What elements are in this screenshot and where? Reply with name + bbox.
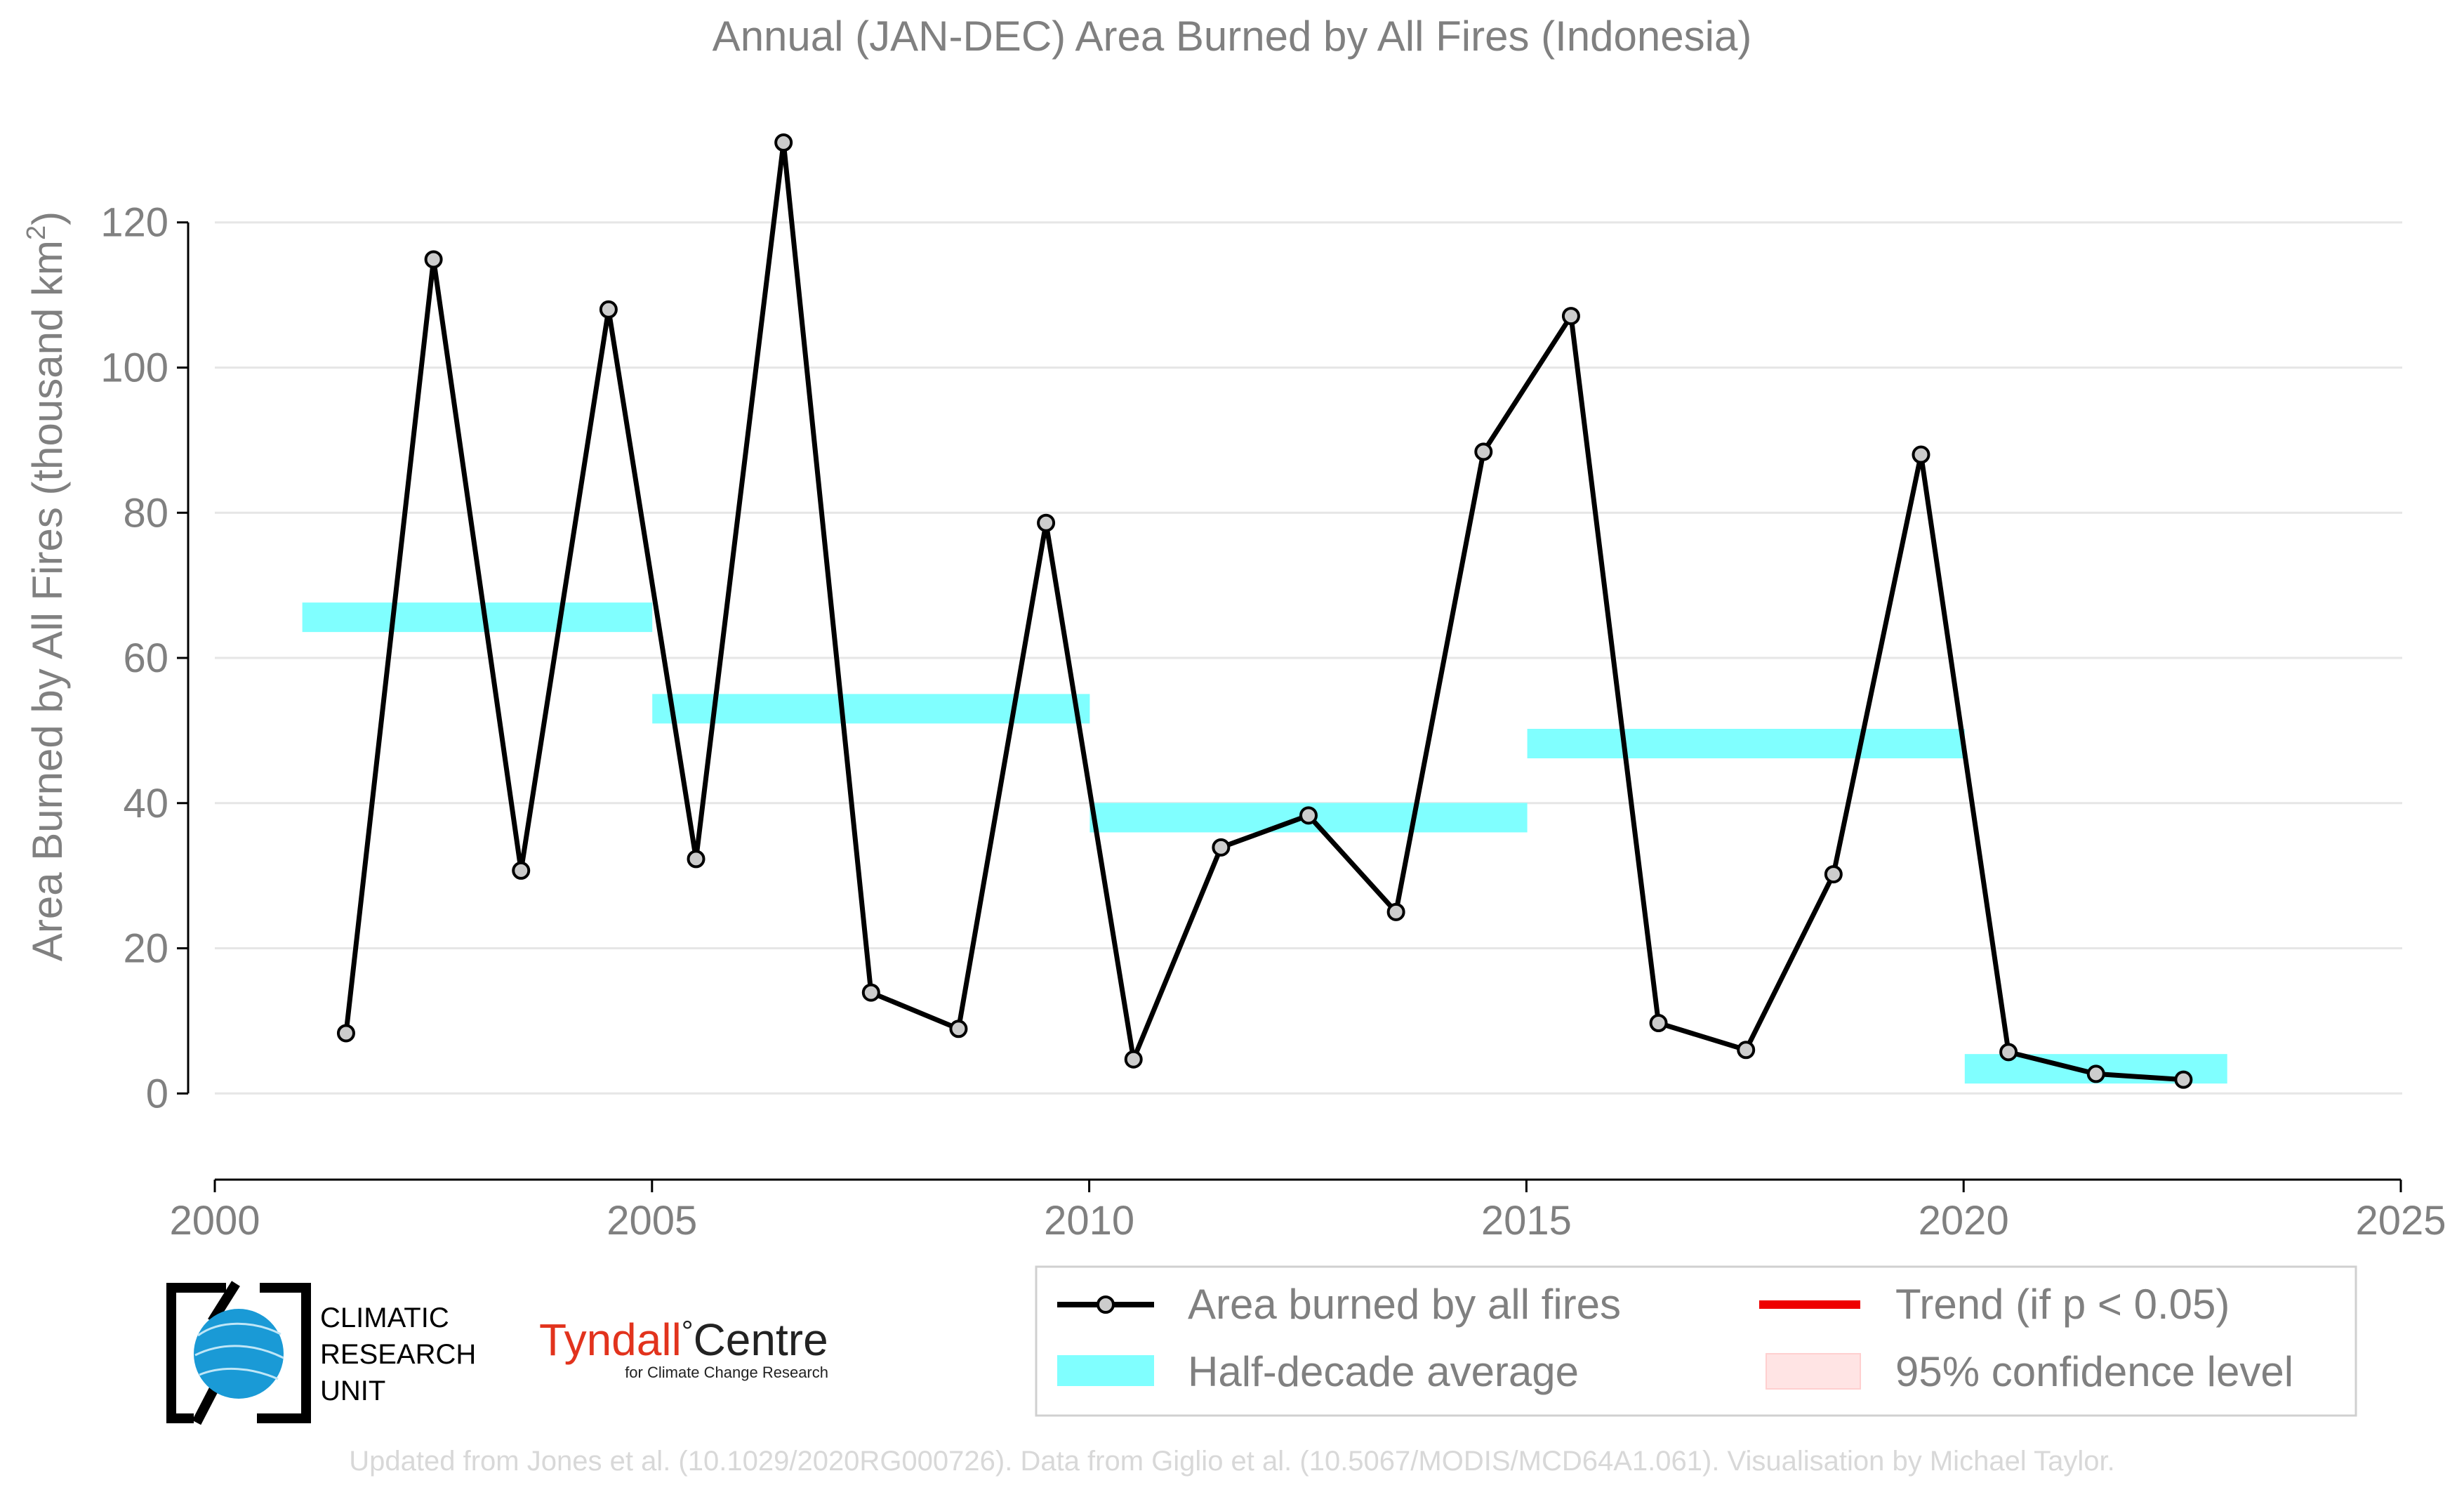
data-point bbox=[2086, 1064, 2105, 1083]
x-tick-label: 2010 bbox=[1044, 1198, 1134, 1244]
x-tick-label: 2015 bbox=[1481, 1198, 1572, 1244]
data-point bbox=[2174, 1070, 2193, 1089]
cru-logo-text-2: RESEARCH bbox=[320, 1339, 476, 1370]
cru-logo-text-1: CLIMATIC bbox=[320, 1303, 449, 1333]
legend-label-area-burned: Area burned by all fires bbox=[1188, 1281, 1621, 1328]
x-tick-label: 2020 bbox=[1919, 1198, 2009, 1244]
y-axis-label-close: ) bbox=[24, 211, 71, 225]
data-point bbox=[1737, 1041, 1756, 1060]
legend-label-half-decade: Half-decade average bbox=[1188, 1348, 1579, 1395]
data-point bbox=[424, 250, 443, 269]
globe-contour-1 bbox=[197, 1322, 281, 1337]
tyndall-logo-centre: Centre bbox=[694, 1314, 828, 1365]
half-decade-average-bars bbox=[302, 602, 2227, 1084]
data-point bbox=[1999, 1043, 2018, 1062]
series-area-burned bbox=[336, 133, 2193, 1089]
legend-swatch-confidence bbox=[1766, 1353, 1861, 1390]
data-point bbox=[1386, 902, 1405, 921]
legend: Area burned by all fires Trend (if p < 0… bbox=[1035, 1265, 2357, 1417]
globe-contour-2 bbox=[194, 1345, 284, 1359]
data-point bbox=[512, 861, 531, 880]
globe-contour-3 bbox=[199, 1368, 279, 1380]
data-point bbox=[599, 300, 618, 319]
data-point bbox=[1912, 445, 1930, 464]
cru-logo: CLIMATIC RESEARCH UNIT bbox=[166, 1281, 476, 1425]
cru-logo-bracket-left bbox=[166, 1283, 226, 1423]
y-tick-label: 120 bbox=[100, 200, 168, 246]
series-line bbox=[343, 140, 2184, 1083]
y-tick-label: 60 bbox=[123, 635, 168, 681]
cru-logo-text-3: UNIT bbox=[320, 1376, 385, 1406]
x-tick-label: 2005 bbox=[607, 1198, 697, 1244]
data-point bbox=[1561, 307, 1580, 326]
half-decade-bar bbox=[1527, 729, 1965, 759]
data-point bbox=[1124, 1050, 1143, 1069]
chart-title: Annual (JAN-DEC) Area Burned by All Fire… bbox=[713, 13, 1752, 60]
tyndall-logo-name: Tyndall bbox=[539, 1314, 682, 1365]
x-tick-label: 2000 bbox=[169, 1198, 260, 1244]
x-axis: 2000 2005 2010 2015 2020 2025 bbox=[169, 1178, 2446, 1244]
y-tick-label: 40 bbox=[123, 781, 168, 826]
y-tick-label: 0 bbox=[146, 1071, 168, 1116]
tyndall-logo-main: Tyndall°Centre bbox=[539, 1314, 828, 1365]
cru-logo-bracket-right bbox=[257, 1283, 311, 1423]
data-point bbox=[1824, 865, 1843, 884]
y-axis-label-main: Area Burned by All Fires (thousand km bbox=[24, 240, 71, 961]
y-tick-label: 100 bbox=[100, 345, 168, 390]
legend-marker-area-burned bbox=[1097, 1295, 1115, 1314]
data-point bbox=[687, 850, 706, 869]
data-point bbox=[1299, 806, 1318, 825]
tyndall-logo-subtitle: for Climate Change Research bbox=[625, 1364, 828, 1381]
legend-swatch-half-decade bbox=[1057, 1355, 1154, 1386]
data-point bbox=[774, 133, 793, 152]
y-tick-label: 80 bbox=[123, 490, 168, 536]
tyndall-logo-degree: ° bbox=[682, 1314, 694, 1347]
globe-icon bbox=[194, 1309, 284, 1399]
x-tick-label: 2025 bbox=[2355, 1198, 2446, 1244]
data-point bbox=[1474, 442, 1493, 461]
y-axis: 0 20 40 60 80 100 120 bbox=[100, 200, 190, 1116]
gridlines bbox=[215, 221, 2402, 1095]
data-point bbox=[336, 1024, 355, 1043]
tyndall-logo: Tyndall°Centre for Climate Change Resear… bbox=[539, 1314, 828, 1381]
y-axis-label-sup: 2 bbox=[22, 225, 51, 240]
y-axis-label: Area Burned by All Fires (thousand km2) bbox=[22, 211, 71, 961]
legend-label-confidence: 95% confidence level bbox=[1895, 1348, 2293, 1395]
data-point bbox=[1037, 513, 1056, 532]
y-tick-label: 20 bbox=[123, 926, 168, 972]
half-decade-bar bbox=[302, 602, 653, 633]
data-point bbox=[1649, 1014, 1668, 1033]
legend-box bbox=[1035, 1265, 2357, 1417]
data-point bbox=[861, 983, 880, 1002]
data-point bbox=[1212, 838, 1231, 857]
data-point bbox=[949, 1020, 968, 1038]
footer-credits: Updated from Jones et al. (10.1029/2020R… bbox=[349, 1446, 2114, 1477]
legend-label-trend: Trend (if p < 0.05) bbox=[1895, 1281, 2230, 1328]
